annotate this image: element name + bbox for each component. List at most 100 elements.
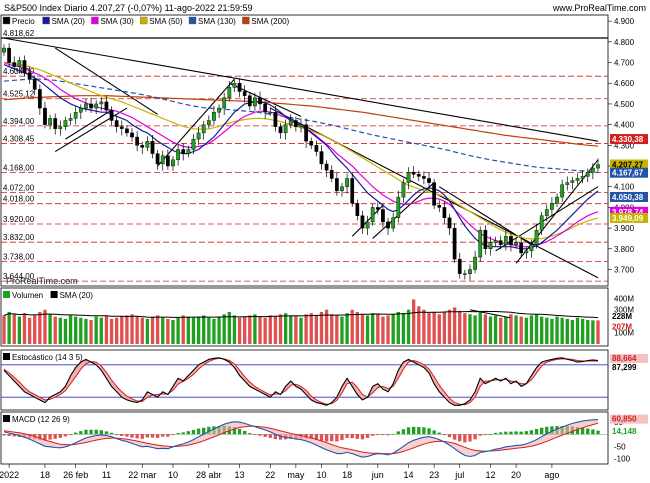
x-tick-label: 10 bbox=[168, 470, 178, 480]
x-tick-label: 23 bbox=[429, 470, 439, 480]
volume-bar bbox=[294, 316, 298, 344]
candle-body bbox=[181, 149, 186, 154]
volume-bar bbox=[43, 309, 47, 344]
candle-body bbox=[145, 140, 150, 148]
legend-label: Estocástico (14 3 5) bbox=[12, 353, 83, 362]
candle-body bbox=[596, 164, 600, 169]
macd-hist-bar bbox=[473, 434, 477, 440]
volume-bar bbox=[48, 314, 52, 344]
x-axis: 2022 18 26 feb 11 22 mar 10 28 abr 13 22 may 10 18 j… bbox=[0, 464, 559, 480]
x-tick-label: 11 bbox=[102, 470, 111, 480]
volume-bar bbox=[145, 318, 150, 344]
candle-body bbox=[68, 118, 73, 121]
candle-body bbox=[176, 149, 180, 161]
candlesticks bbox=[2, 43, 600, 281]
stochastic-legend[interactable]: Estocástico (14 3 5) bbox=[3, 353, 83, 362]
candle-body bbox=[570, 180, 575, 183]
x-tick-label: may bbox=[287, 470, 305, 480]
macd-hist-bar bbox=[171, 434, 175, 436]
volume-bar bbox=[473, 315, 477, 344]
level-label: 3.644,00 bbox=[3, 272, 35, 281]
volume-bar bbox=[319, 312, 324, 344]
candle-body bbox=[186, 149, 191, 154]
candle-body bbox=[340, 186, 344, 192]
stoch-value-label: 88,664 bbox=[612, 354, 637, 363]
volume-bar bbox=[202, 315, 206, 344]
macd-hist-bar bbox=[586, 428, 590, 435]
legend-swatch bbox=[3, 291, 10, 298]
volume-bar bbox=[150, 316, 155, 344]
volume-bar bbox=[140, 317, 144, 344]
trendline bbox=[65, 109, 112, 140]
candle-body bbox=[125, 128, 129, 134]
candle-body bbox=[514, 242, 518, 245]
macd-hist-bar bbox=[140, 434, 144, 439]
candle-body bbox=[365, 221, 370, 229]
watermark: ProRealTime.com bbox=[6, 276, 78, 286]
macd-hist-bar bbox=[406, 427, 411, 435]
volume-bar bbox=[171, 320, 175, 344]
candle-body bbox=[370, 207, 375, 223]
macd-hist-bar bbox=[545, 426, 549, 435]
x-tick-label: 26 feb bbox=[63, 470, 88, 480]
volume-bar bbox=[591, 320, 595, 344]
stochastic-lines bbox=[1, 357, 608, 406]
volume-bar bbox=[452, 307, 457, 344]
x-tick-label: 10 bbox=[316, 470, 326, 480]
candle-body bbox=[165, 155, 170, 167]
candle-body bbox=[63, 120, 68, 127]
trendline bbox=[3, 37, 599, 142]
volume-bar bbox=[222, 314, 226, 344]
price-legend[interactable]: Precio SMA (20) SMA (30) SMA (50) SMA (130) S… bbox=[2, 16, 290, 26]
macd-hist-bar bbox=[314, 434, 319, 441]
volume-bar bbox=[130, 314, 134, 344]
candle-body bbox=[529, 244, 534, 252]
volume-bar bbox=[7, 312, 11, 344]
volume-bar bbox=[186, 316, 191, 344]
volume-bar bbox=[499, 317, 503, 344]
volume-bar bbox=[212, 318, 216, 344]
x-tick-label: 22 bbox=[265, 470, 275, 480]
volume-bar bbox=[463, 313, 467, 344]
candle-body bbox=[560, 184, 565, 198]
volume-legend[interactable]: Volumen SMA (20) bbox=[3, 291, 93, 300]
macd-hist-bar bbox=[504, 431, 508, 435]
legend-swatch bbox=[242, 16, 250, 25]
volume-bar bbox=[283, 313, 288, 344]
candle-body bbox=[462, 273, 467, 275]
macd-hist-bar bbox=[452, 434, 457, 440]
macd-hist-bar bbox=[463, 434, 467, 443]
x-tick-label: 20 bbox=[511, 470, 521, 480]
volume-bar bbox=[263, 317, 267, 344]
site-link[interactable]: www.ProRealTime.com bbox=[552, 3, 646, 13]
level-label: 4.018,00 bbox=[3, 195, 35, 204]
level-label: 4.525,12 bbox=[3, 90, 35, 99]
candle-body bbox=[94, 103, 99, 109]
volume-bar bbox=[74, 316, 78, 344]
price-value-label: 4.207,27 bbox=[612, 161, 644, 170]
macd-hist-bar bbox=[355, 434, 359, 439]
candle-body bbox=[381, 209, 385, 223]
price-value-box bbox=[610, 191, 648, 202]
volume-bar bbox=[493, 315, 498, 344]
candle-body bbox=[48, 118, 52, 125]
macd-line bbox=[3, 419, 599, 458]
macd-hist-bar bbox=[166, 434, 170, 437]
macd-hist-bar bbox=[155, 434, 160, 438]
legend-swatch bbox=[42, 16, 50, 25]
volume-bar bbox=[309, 313, 313, 344]
legend-label: Precio bbox=[12, 17, 35, 26]
macd-hist-bar bbox=[130, 434, 134, 438]
macd-legend[interactable]: MACD (12 26 9) bbox=[3, 415, 70, 424]
macd-hist-bar bbox=[550, 426, 554, 435]
macd-hist-bar bbox=[534, 428, 539, 435]
level-label: 3.920,00 bbox=[3, 215, 35, 224]
candle-body bbox=[483, 229, 488, 250]
macd-hist-bar bbox=[381, 434, 385, 436]
macd-hist-bar bbox=[53, 434, 57, 439]
volume-bar bbox=[237, 317, 242, 344]
volume-bar bbox=[468, 314, 472, 344]
stoch-value-box bbox=[610, 363, 648, 372]
